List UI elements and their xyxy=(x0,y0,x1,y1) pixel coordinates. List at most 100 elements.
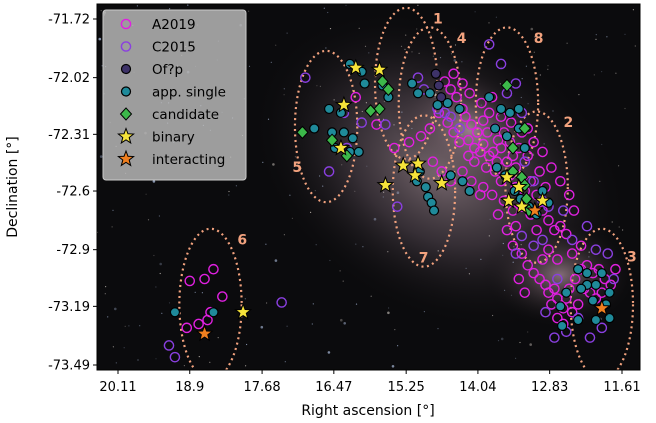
data-point xyxy=(451,91,462,103)
data-point xyxy=(432,99,443,111)
data-point xyxy=(445,84,456,95)
background-star xyxy=(498,115,500,117)
background-star xyxy=(504,289,506,291)
y-tick-label: -73.19 xyxy=(48,300,90,315)
background-star xyxy=(246,343,248,346)
legend-box xyxy=(102,9,247,181)
background-star xyxy=(105,286,107,288)
background-star xyxy=(618,226,620,228)
data-point xyxy=(403,136,415,148)
background-star xyxy=(114,307,117,311)
background-star xyxy=(310,211,312,213)
data-point xyxy=(382,82,395,97)
data-point xyxy=(476,97,487,109)
background-star xyxy=(319,85,321,87)
data-point xyxy=(428,205,440,216)
background-star xyxy=(611,221,613,223)
data-point xyxy=(389,142,400,154)
background-star xyxy=(136,5,138,7)
legend-label: app. single xyxy=(152,84,226,100)
legend-label: C2015 xyxy=(152,39,196,55)
background-star xyxy=(329,259,331,262)
background-star xyxy=(345,4,347,6)
background-star xyxy=(382,196,384,198)
data-point xyxy=(391,201,403,212)
legend-label: Of?p xyxy=(152,62,183,78)
background-star xyxy=(618,165,620,167)
background-star xyxy=(465,267,467,269)
background-star xyxy=(325,47,327,49)
data-point xyxy=(590,244,602,255)
data-point xyxy=(323,103,335,115)
data-point xyxy=(584,332,596,343)
data-point xyxy=(406,165,425,184)
background-star xyxy=(101,65,103,67)
background-star xyxy=(606,36,608,38)
background-star xyxy=(622,229,624,231)
background-star xyxy=(593,74,595,76)
data-point xyxy=(555,175,566,187)
data-point xyxy=(568,205,580,216)
background-star xyxy=(578,94,580,96)
background-star xyxy=(112,209,114,211)
series-a2019 xyxy=(181,68,621,334)
background-star xyxy=(500,337,504,341)
background-star xyxy=(397,345,399,347)
background-star xyxy=(521,78,523,80)
background-star xyxy=(437,250,439,252)
data-point xyxy=(217,291,228,302)
data-point xyxy=(525,201,544,219)
data-point xyxy=(531,224,542,236)
field-label-1: 1 xyxy=(433,12,443,28)
background-star xyxy=(314,190,316,192)
background-star xyxy=(488,22,490,24)
background-star xyxy=(322,185,324,187)
data-point xyxy=(543,215,554,226)
background-star xyxy=(510,294,513,296)
background-star xyxy=(432,55,434,57)
data-point xyxy=(412,88,424,99)
data-point xyxy=(484,92,495,103)
data-point xyxy=(602,248,614,259)
background-star xyxy=(512,261,514,263)
data-point xyxy=(442,97,453,109)
data-point xyxy=(483,39,495,50)
data-point xyxy=(516,248,528,259)
background-star xyxy=(283,234,285,236)
data-point xyxy=(193,318,204,330)
background-star xyxy=(404,48,406,50)
background-star xyxy=(461,61,463,63)
background-star xyxy=(530,27,534,31)
background-star xyxy=(453,59,457,62)
background-star xyxy=(515,357,517,359)
background-star xyxy=(355,303,358,305)
data-point xyxy=(519,142,530,154)
field-circle-7 xyxy=(391,114,457,268)
background-star xyxy=(104,293,106,295)
background-star xyxy=(284,361,286,363)
legend-label: A2019 xyxy=(152,17,196,33)
data-point xyxy=(276,297,287,308)
data-point xyxy=(590,314,602,326)
background-star xyxy=(364,45,367,47)
data-point xyxy=(528,240,539,252)
data-point xyxy=(181,322,193,334)
y-tick-label: -71.72 xyxy=(48,13,90,28)
background-star xyxy=(158,215,160,217)
background-star xyxy=(547,65,549,67)
background-star xyxy=(194,291,196,293)
background-star xyxy=(155,358,157,360)
data-point xyxy=(499,191,518,209)
data-point xyxy=(208,307,219,318)
data-point xyxy=(537,146,548,158)
data-point xyxy=(480,162,492,173)
background-star xyxy=(272,163,275,166)
legend: A2019 C2015 Of?p app. single candidate binary… xyxy=(102,9,247,181)
data-point xyxy=(439,107,451,119)
background-star xyxy=(128,325,130,327)
background-star xyxy=(527,103,529,105)
background-star xyxy=(112,346,114,348)
background-star xyxy=(341,164,343,166)
background-star xyxy=(139,325,141,327)
data-point xyxy=(505,117,517,128)
